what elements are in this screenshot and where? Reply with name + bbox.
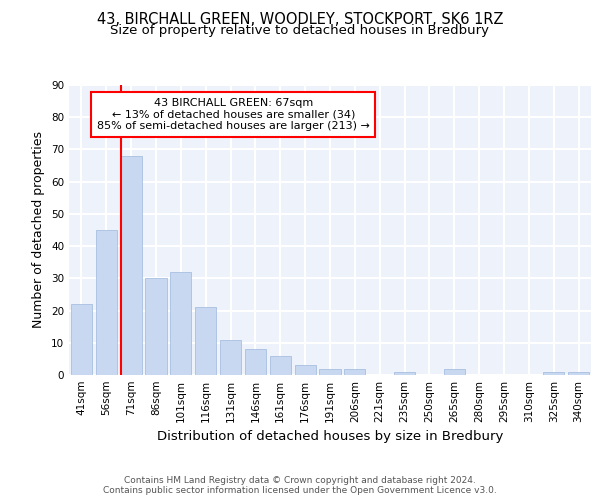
X-axis label: Distribution of detached houses by size in Bredbury: Distribution of detached houses by size … xyxy=(157,430,503,444)
Bar xyxy=(121,156,142,375)
Bar xyxy=(543,372,564,375)
Text: Contains HM Land Registry data © Crown copyright and database right 2024.
Contai: Contains HM Land Registry data © Crown c… xyxy=(103,476,497,495)
Bar xyxy=(71,304,92,375)
Text: Size of property relative to detached houses in Bredbury: Size of property relative to detached ho… xyxy=(110,24,490,37)
Y-axis label: Number of detached properties: Number of detached properties xyxy=(32,132,46,328)
Bar xyxy=(295,366,316,375)
Bar xyxy=(170,272,191,375)
Bar xyxy=(270,356,291,375)
Bar xyxy=(568,372,589,375)
Bar xyxy=(245,349,266,375)
Bar xyxy=(444,368,465,375)
Text: 43 BIRCHALL GREEN: 67sqm
← 13% of detached houses are smaller (34)
85% of semi-d: 43 BIRCHALL GREEN: 67sqm ← 13% of detach… xyxy=(97,98,370,131)
Bar xyxy=(344,368,365,375)
Bar xyxy=(195,308,216,375)
Bar xyxy=(145,278,167,375)
Bar xyxy=(220,340,241,375)
Bar xyxy=(394,372,415,375)
Text: 43, BIRCHALL GREEN, WOODLEY, STOCKPORT, SK6 1RZ: 43, BIRCHALL GREEN, WOODLEY, STOCKPORT, … xyxy=(97,12,503,28)
Bar xyxy=(96,230,117,375)
Bar xyxy=(319,368,341,375)
